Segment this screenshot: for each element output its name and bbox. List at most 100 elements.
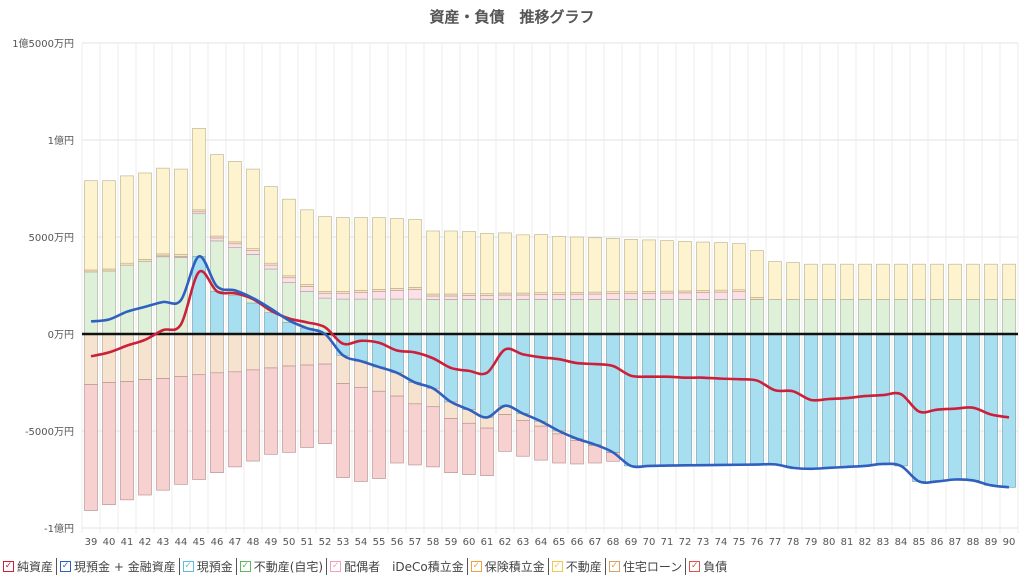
bar-住宅ローン[interactable]	[300, 333, 314, 366]
bar-不動産(自宅)[interactable]	[192, 213, 206, 257]
bar-不動産[interactable]	[804, 263, 818, 300]
bar-配偶者 iDeCo積立金[interactable]	[552, 294, 566, 300]
bar-不動産[interactable]	[426, 230, 440, 295]
bar-不動産(自宅)[interactable]	[984, 299, 998, 335]
bar-不動産[interactable]	[84, 180, 98, 271]
bar-不動産[interactable]	[534, 234, 548, 293]
bar-現預金[interactable]	[228, 294, 242, 335]
bar-不動産[interactable]	[336, 217, 350, 292]
bar-負債[interactable]	[336, 383, 350, 478]
bar-住宅ローン[interactable]	[228, 333, 242, 373]
bar-負債[interactable]	[516, 420, 530, 457]
legend-item[interactable]: ✓ 負債	[685, 557, 730, 575]
checkbox-icon[interactable]: ✓	[551, 560, 563, 572]
bar-負債[interactable]	[534, 425, 548, 461]
bar-配偶者 iDeCo積立金[interactable]	[246, 250, 260, 255]
bar-不動産(自宅)[interactable]	[966, 299, 980, 335]
line-純資産[interactable]	[90, 269, 1010, 419]
bar-配偶者 iDeCo積立金[interactable]	[696, 292, 710, 300]
checkbox-icon[interactable]: ✓	[689, 560, 701, 572]
bar-現預金[interactable]	[696, 333, 710, 466]
bar-負債[interactable]	[282, 365, 296, 453]
bar-不動産[interactable]	[984, 263, 998, 300]
bar-住宅ローン[interactable]	[120, 333, 134, 382]
bar-配偶者 iDeCo積立金[interactable]	[642, 292, 656, 300]
bar-現預金[interactable]	[192, 256, 206, 335]
bar-不動産[interactable]	[462, 231, 476, 294]
bar-現預金[interactable]	[786, 333, 800, 469]
legend-item[interactable]: ✓ 配偶者 iDeCo積立金	[326, 557, 467, 575]
bar-不動産[interactable]	[894, 263, 908, 300]
bar-負債[interactable]	[102, 382, 116, 506]
bar-不動産[interactable]	[822, 263, 836, 300]
bar-負債[interactable]	[390, 395, 404, 464]
bar-現預金[interactable]	[498, 333, 512, 407]
bar-現預金[interactable]	[660, 333, 674, 466]
bar-不動産(自宅)[interactable]	[354, 298, 368, 335]
bar-住宅ローン[interactable]	[408, 382, 422, 405]
bar-負債[interactable]	[228, 371, 242, 468]
bar-不動産[interactable]	[606, 238, 620, 293]
checkbox-icon[interactable]: ✓	[60, 560, 72, 572]
bar-不動産[interactable]	[300, 209, 314, 285]
bar-不動産(自宅)[interactable]	[930, 299, 944, 335]
bar-不動産[interactable]	[444, 230, 458, 295]
bar-住宅ローン[interactable]	[84, 333, 98, 385]
bar-負債[interactable]	[498, 414, 512, 452]
bar-負債[interactable]	[120, 381, 134, 501]
bar-現預金[interactable]	[750, 333, 764, 465]
bar-負債[interactable]	[192, 374, 206, 480]
bar-不動産(自宅)[interactable]	[336, 298, 350, 335]
bar-負債[interactable]	[156, 378, 170, 491]
bar-配偶者 iDeCo積立金[interactable]	[228, 243, 242, 248]
bar-不動産[interactable]	[840, 263, 854, 300]
checkbox-icon[interactable]: ✓	[470, 560, 482, 572]
bar-不動産[interactable]	[660, 240, 674, 292]
bar-現預金[interactable]	[408, 333, 422, 383]
bar-不動産(自宅)[interactable]	[408, 298, 422, 335]
bar-不動産[interactable]	[372, 217, 386, 290]
bar-住宅ローン[interactable]	[102, 333, 116, 383]
bar-住宅ローン[interactable]	[264, 333, 278, 369]
bar-住宅ローン[interactable]	[174, 333, 188, 377]
bar-配偶者 iDeCo積立金[interactable]	[210, 237, 224, 242]
bar-不動産[interactable]	[678, 241, 692, 292]
bar-不動産(自宅)[interactable]	[390, 298, 404, 335]
line-現預金 + 金融資産[interactable]	[90, 255, 1010, 489]
bar-不動産[interactable]	[1002, 263, 1016, 300]
bar-現預金[interactable]	[642, 333, 656, 467]
bar-不動産[interactable]	[102, 180, 116, 270]
bar-現預金[interactable]	[984, 333, 998, 486]
bar-負債[interactable]	[444, 418, 458, 474]
bar-不動産[interactable]	[912, 263, 926, 300]
bar-不動産(自宅)[interactable]	[750, 299, 764, 335]
bar-不動産(自宅)[interactable]	[588, 299, 602, 335]
bar-不動産(自宅)[interactable]	[606, 299, 620, 335]
bar-不動産[interactable]	[786, 262, 800, 300]
bar-配偶者 iDeCo積立金[interactable]	[498, 294, 512, 300]
bar-不動産[interactable]	[354, 217, 368, 291]
bar-配偶者 iDeCo積立金[interactable]	[300, 286, 314, 292]
bar-不動産[interactable]	[498, 232, 512, 294]
bar-現預金[interactable]	[624, 333, 638, 467]
bar-現預金[interactable]	[354, 333, 368, 362]
bar-不動産(自宅)[interactable]	[642, 299, 656, 335]
bar-現預金[interactable]	[534, 333, 548, 422]
bar-不動産[interactable]	[948, 263, 962, 300]
bar-住宅ローン[interactable]	[192, 333, 206, 376]
bar-不動産(自宅)[interactable]	[120, 264, 134, 335]
bar-不動産(自宅)[interactable]	[138, 260, 152, 335]
bar-住宅ローン[interactable]	[336, 355, 350, 384]
bar-配偶者 iDeCo積立金[interactable]	[624, 293, 638, 300]
bar-不動産(自宅)[interactable]	[462, 299, 476, 335]
bar-不動産[interactable]	[156, 167, 170, 255]
bar-配偶者 iDeCo積立金[interactable]	[714, 291, 728, 300]
bar-負債[interactable]	[174, 376, 188, 485]
bar-現預金[interactable]	[678, 333, 692, 466]
bar-不動産(自宅)[interactable]	[372, 298, 386, 335]
bar-不動産(自宅)[interactable]	[624, 299, 638, 335]
legend-item[interactable]: ✓ 現預金	[178, 557, 236, 575]
bar-不動産[interactable]	[876, 263, 890, 300]
bar-住宅ローン[interactable]	[282, 333, 296, 367]
bar-不動産(自宅)[interactable]	[858, 299, 872, 335]
